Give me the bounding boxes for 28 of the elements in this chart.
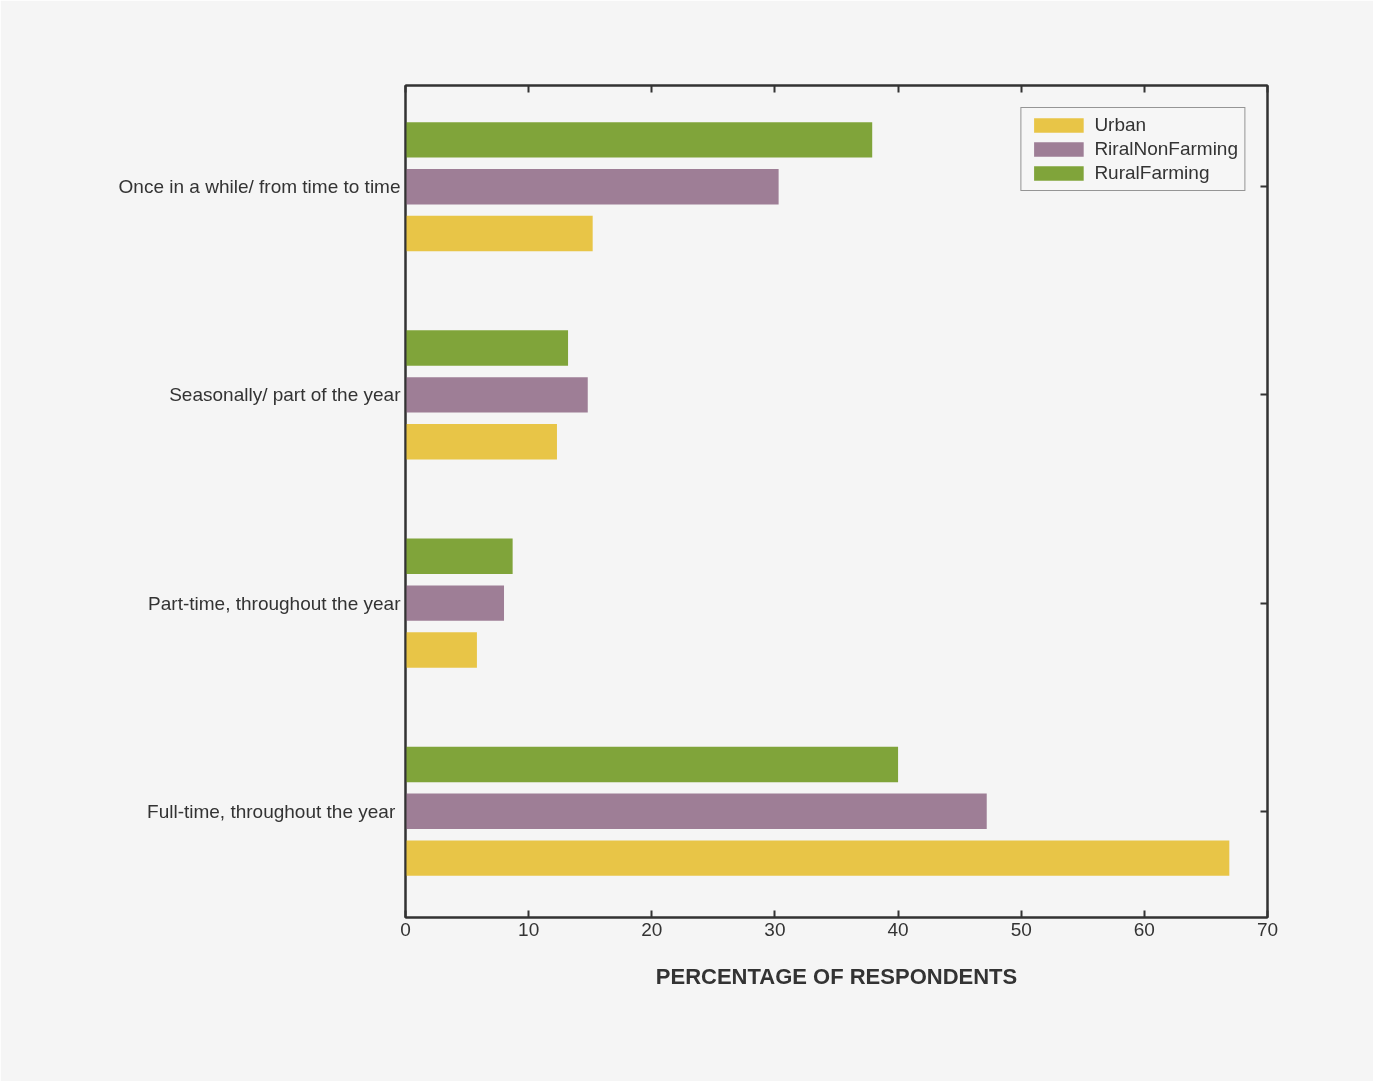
legend-label: RuralFarming: [1094, 162, 1210, 184]
x-tick-label: 20: [641, 918, 663, 940]
bar: [405, 215, 593, 252]
legend-label: RiralNonFarming: [1094, 138, 1238, 160]
bar: [405, 424, 557, 460]
x-tick-label: 0: [400, 918, 411, 940]
x-tick-label: 70: [1256, 918, 1279, 940]
bar: [405, 746, 899, 783]
bar: [405, 538, 513, 574]
y-tick-label: Seasonally/ part of the year: [169, 384, 402, 406]
bar: [405, 122, 873, 158]
bar: [405, 793, 987, 830]
x-tick-label: 10: [518, 918, 540, 940]
y-tick-label: Part-time, throughout the year: [148, 592, 402, 614]
x-tick-label: 60: [1133, 918, 1155, 940]
y-tick-label: Full-time, throughout the year: [147, 800, 396, 822]
x-tick-label: 50: [1010, 918, 1032, 940]
legend-label: Urban: [1094, 114, 1147, 136]
x-tick-label: 30: [764, 918, 786, 940]
bar: [405, 377, 588, 413]
bar: [405, 168, 779, 205]
bar: [405, 585, 505, 621]
bar: [405, 330, 569, 366]
x-axis-title: PERCENTAGE OF RESPONDENTS: [655, 963, 1018, 989]
y-tick-label: Once in a while/ from time to time: [118, 176, 401, 198]
bar: [405, 632, 477, 668]
bar: [405, 840, 1230, 876]
x-tick-label: 40: [887, 918, 909, 940]
